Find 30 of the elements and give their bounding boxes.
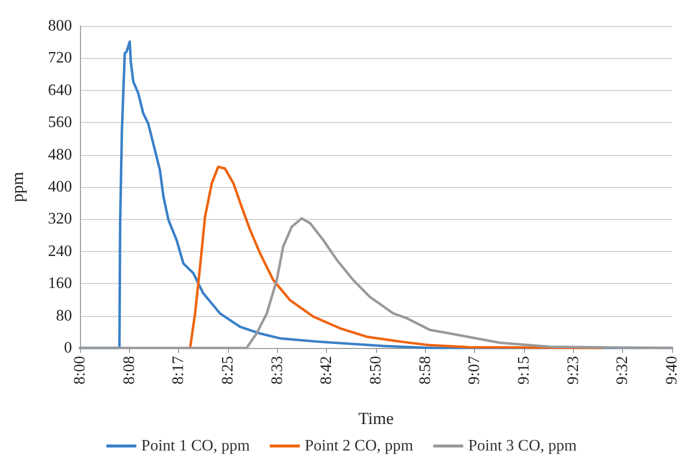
y-tick-label: 640 <box>48 82 72 99</box>
y-tick-label: 160 <box>48 275 72 292</box>
legend-label: Point 1 CO, ppm <box>141 438 250 454</box>
x-tick-label: 8:08 <box>120 356 138 384</box>
y-tick-label: 240 <box>48 242 72 260</box>
y-axis-title: ppm <box>8 172 27 202</box>
x-tick-label: 8:42 <box>318 356 336 384</box>
y-tick-label: 0 <box>64 340 72 356</box>
x-tick-label: 9:23 <box>564 356 582 384</box>
x-axis-title: Time <box>358 409 394 428</box>
y-tick-label: 800 <box>48 18 72 34</box>
line-series <box>188 166 604 350</box>
y-tick-label: 320 <box>48 210 72 228</box>
y-tick-label: 480 <box>48 146 72 164</box>
x-tick-label: 8:17 <box>170 356 188 384</box>
x-tick-label: 9:07 <box>466 356 484 384</box>
x-tick-label: 8:33 <box>268 356 286 384</box>
x-tick-label: 8:00 <box>72 356 88 384</box>
x-tick-label: 8:50 <box>367 356 384 384</box>
x-tick-label: 8:25 <box>220 356 237 384</box>
y-tick-label: 560 <box>48 114 72 132</box>
y-tick-label: 400 <box>48 178 72 196</box>
x-tick-label: 9:40 <box>664 356 680 384</box>
y-tick-label: 720 <box>48 50 72 67</box>
y-tick-label: 80 <box>56 307 72 324</box>
x-tick-label: 9:15 <box>515 356 532 384</box>
legend-label: Point 2 CO, ppm <box>304 438 414 454</box>
x-tick-label: 9:32 <box>614 356 632 384</box>
legend-label: Point 3 CO, ppm <box>468 438 578 454</box>
x-tick-label: 8:58 <box>416 356 434 384</box>
